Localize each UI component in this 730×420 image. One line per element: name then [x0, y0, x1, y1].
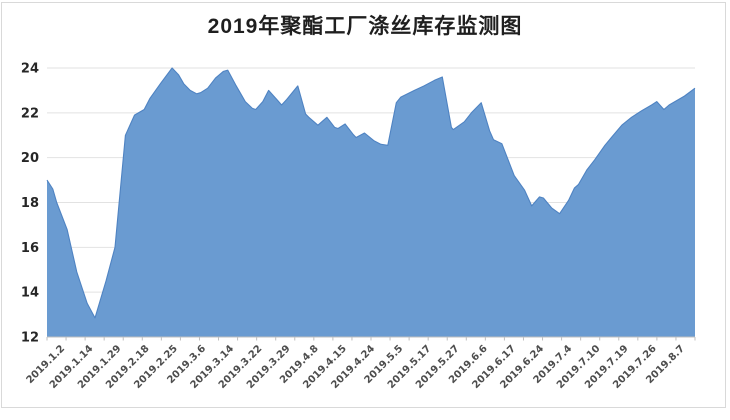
- y-axis-label: 12: [21, 331, 39, 346]
- y-axis-label: 22: [21, 106, 39, 121]
- y-axis-label: 24: [21, 62, 39, 77]
- y-axis-label: 14: [21, 286, 39, 301]
- y-axis-label: 18: [21, 196, 39, 211]
- y-axis-label: 16: [21, 241, 39, 256]
- chart-title: 2019年聚酯工厂涤丝库存监测图: [207, 15, 523, 38]
- y-axis-label: 20: [21, 151, 39, 166]
- inventory-area-series: [47, 68, 695, 337]
- inventory-area-edge: [46, 67, 696, 319]
